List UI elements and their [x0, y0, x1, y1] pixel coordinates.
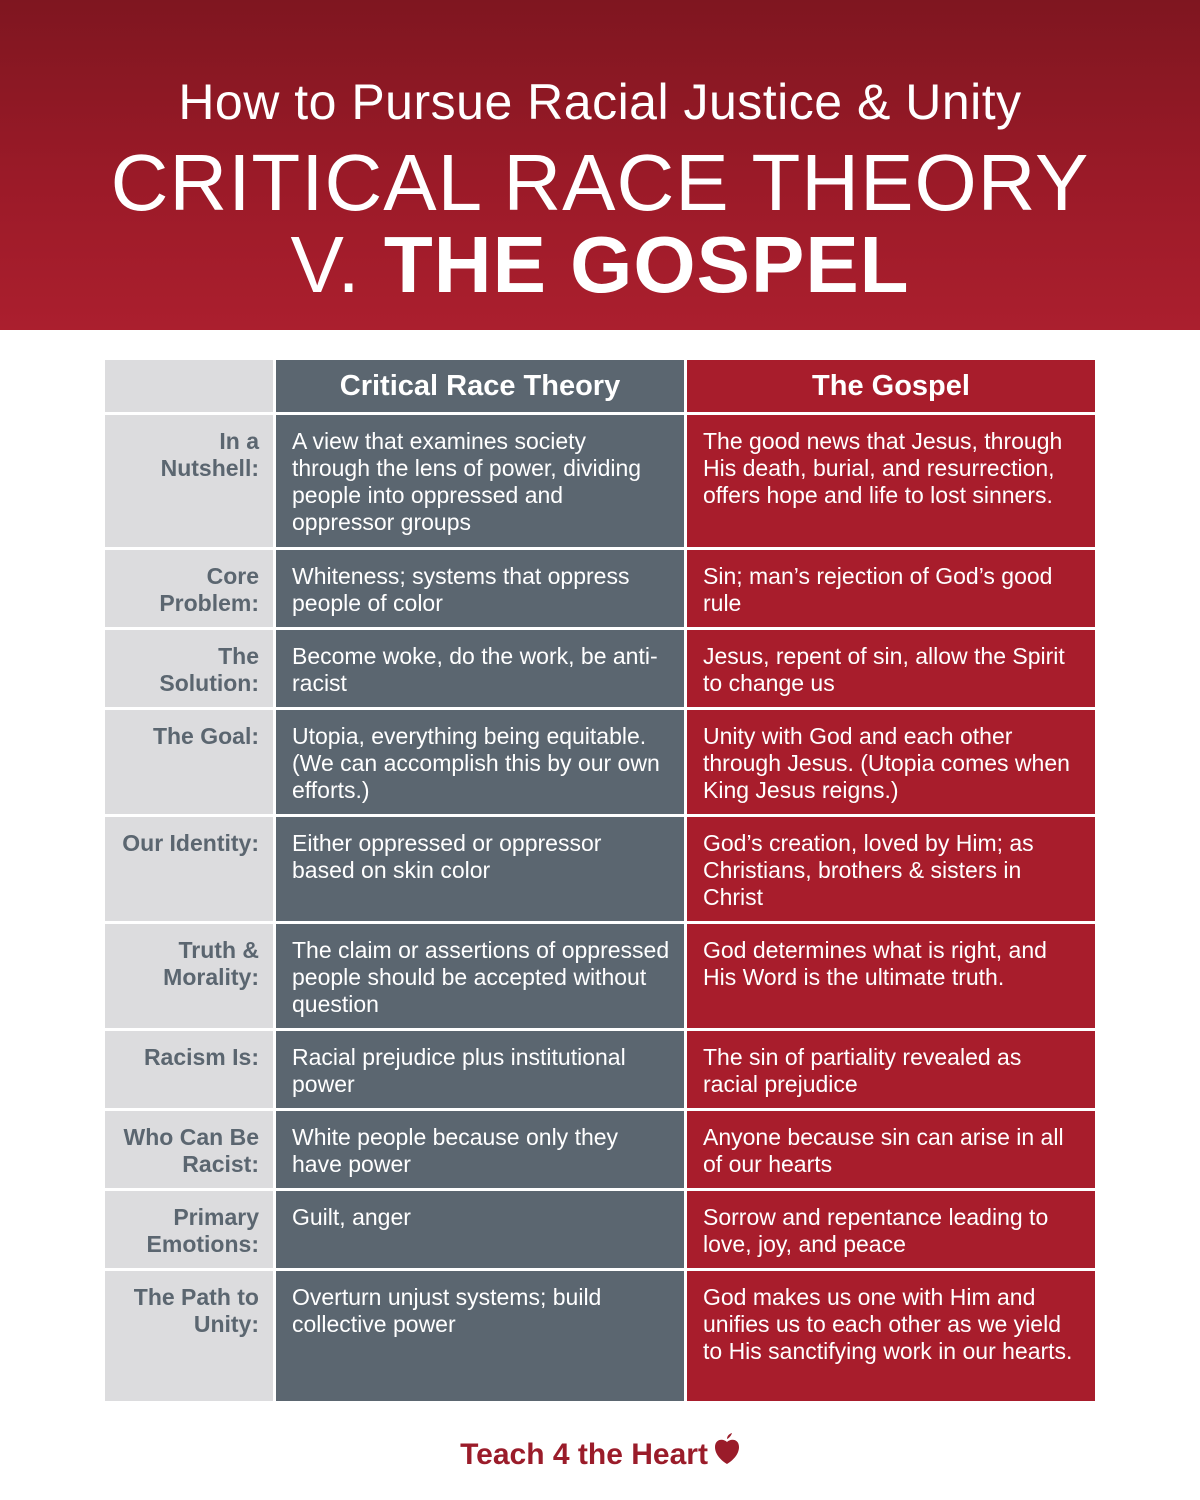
title-line-2: V. THE GOSPEL: [0, 220, 1200, 310]
gospel-cell: God determines what is right, and His Wo…: [687, 924, 1095, 1028]
row-label: The Path to Unity:: [105, 1271, 273, 1401]
row-label: Truth & Morality:: [105, 924, 273, 1028]
brand-name: Teach 4 the Heart: [460, 1438, 708, 1471]
crt-cell: Utopia, everything being equitable. (We …: [276, 710, 684, 814]
crt-cell: Become woke, do the work, be anti-racist: [276, 630, 684, 707]
column-header-gospel: The Gospel: [687, 360, 1095, 412]
crt-cell: A view that examines society through the…: [276, 415, 684, 547]
header-banner: How to Pursue Racial Justice & Unity CRI…: [0, 0, 1200, 330]
gospel-cell: God’s creation, loved by Him; as Christi…: [687, 817, 1095, 921]
crt-cell: Either oppressed or oppressor based on s…: [276, 817, 684, 921]
footer-brand: Teach 4 the Heart: [0, 1433, 1200, 1472]
gospel-cell: Sin; man’s rejection of God’s good rule: [687, 550, 1095, 627]
title-gospel: THE GOSPEL: [383, 220, 910, 309]
row-label: Core Problem:: [105, 550, 273, 627]
row-label: The Goal:: [105, 710, 273, 814]
crt-cell: White people because only they have powe…: [276, 1111, 684, 1188]
gospel-cell: Jesus, repent of sin, allow the Spirit t…: [687, 630, 1095, 707]
crt-cell: Overturn unjust systems; build collectiv…: [276, 1271, 684, 1401]
row-label: The Solution:: [105, 630, 273, 707]
subtitle: How to Pursue Racial Justice & Unity: [178, 74, 1022, 130]
gospel-cell: Anyone because sin can arise in all of o…: [687, 1111, 1095, 1188]
row-label: Our Identity:: [105, 817, 273, 921]
gospel-cell: Sorrow and repentance leading to love, j…: [687, 1191, 1095, 1268]
row-label: Primary Emotions:: [105, 1191, 273, 1268]
comparison-table: Critical Race Theory The Gospel In a Nut…: [105, 360, 1095, 1401]
row-label: Who Can Be Racist:: [105, 1111, 273, 1188]
title-v: V.: [290, 220, 384, 309]
gospel-cell: The sin of partiality revealed as racial…: [687, 1031, 1095, 1108]
apple-heart-icon: [714, 1433, 740, 1465]
row-label: In a Nutshell:: [105, 415, 273, 547]
crt-cell: Whiteness; systems that oppress people o…: [276, 550, 684, 627]
title-line-1: CRITICAL RACE THEORY: [110, 138, 1090, 227]
row-label: Racism Is:: [105, 1031, 273, 1108]
gospel-cell: Unity with God and each other through Je…: [687, 710, 1095, 814]
gospel-cell: God makes us one with Him and unifies us…: [687, 1271, 1095, 1401]
column-header-crt: Critical Race Theory: [276, 360, 684, 412]
header-corner: [105, 360, 273, 412]
gospel-cell: The good news that Jesus, through His de…: [687, 415, 1095, 547]
crt-cell: Guilt, anger: [276, 1191, 684, 1268]
crt-cell: Racial prejudice plus institutional powe…: [276, 1031, 684, 1108]
crt-cell: The claim or assertions of oppressed peo…: [276, 924, 684, 1028]
